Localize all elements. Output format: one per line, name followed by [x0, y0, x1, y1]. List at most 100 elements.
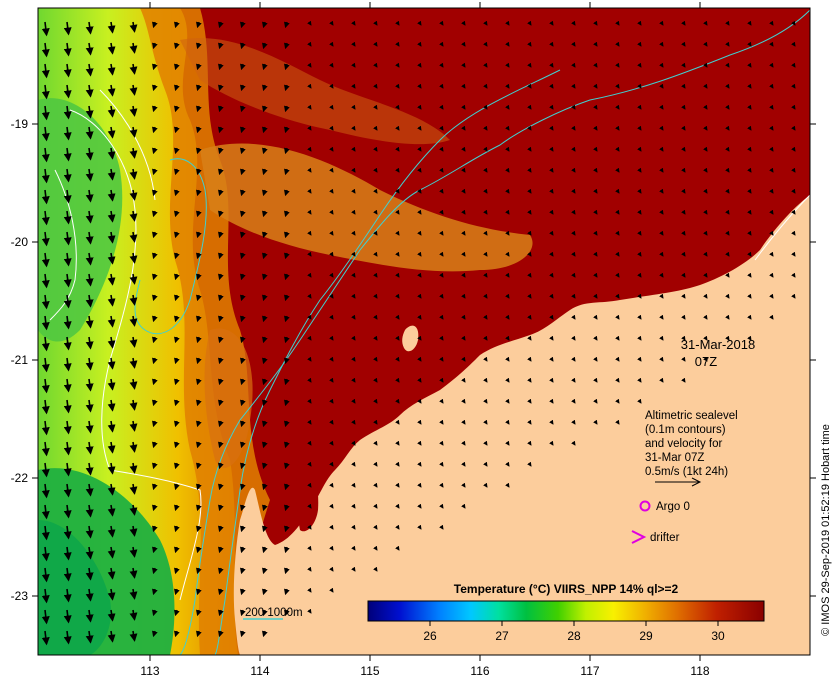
velocity-arrow: [461, 62, 466, 68]
velocity-arrow: [549, 230, 554, 236]
velocity-arrow: [284, 588, 290, 596]
velocity-arrow: [262, 399, 268, 407]
velocity-arrow: [174, 546, 180, 554]
velocity-arrow: [218, 399, 224, 407]
velocity-arrow: [63, 420, 72, 435]
velocity-arrow: [505, 398, 510, 404]
velocity-arrow: [85, 525, 94, 539]
velocity-arrow: [284, 504, 290, 512]
velocity-arrow: [218, 147, 224, 155]
velocity-arrow: [417, 188, 422, 194]
velocity-arrow: [240, 252, 246, 260]
velocity-arrow: [395, 167, 400, 173]
velocity-arrow: [218, 609, 224, 617]
velocity-arrow: [505, 62, 510, 68]
velocity-arrow: [174, 609, 180, 617]
velocity-arrow: [307, 482, 312, 488]
velocity-arrow: [439, 503, 444, 509]
velocity-arrow: [395, 209, 400, 215]
velocity-arrow: [218, 441, 224, 449]
velocity-arrow: [461, 167, 466, 173]
velocity-arrow: [549, 146, 554, 152]
velocity-arrow: [196, 609, 202, 617]
velocity-arrow: [152, 462, 158, 470]
velocity-arrow: [284, 462, 290, 470]
velocity-arrow: [107, 252, 116, 265]
velocity-arrow: [85, 126, 94, 140]
velocity-arrow: [262, 63, 268, 71]
velocity-arrow: [571, 41, 576, 47]
velocity-arrow: [174, 630, 180, 638]
velocity-arrow: [174, 147, 180, 155]
velocity-arrow: [41, 441, 50, 457]
velocity-arrow: [262, 42, 268, 50]
velocity-arrow: [63, 252, 72, 267]
velocity-arrow: [505, 251, 510, 257]
velocity-arrow: [593, 272, 598, 278]
velocity-arrow: [395, 314, 400, 320]
velocity-arrow: [527, 398, 532, 404]
velocity-arrow: [63, 273, 72, 288]
velocity-arrow: [174, 84, 180, 92]
velocity-arrow: [307, 146, 312, 152]
velocity-arrow: [307, 419, 312, 425]
velocity-arrow: [262, 357, 268, 365]
velocity-arrow: [129, 567, 138, 579]
velocity-arrow: [329, 461, 334, 467]
velocity-arrow: [461, 440, 466, 446]
velocity-arrow: [196, 231, 202, 239]
velocity-arrow: [107, 609, 116, 622]
velocity-arrow: [174, 294, 180, 302]
velocity-arrow: [703, 188, 708, 194]
velocity-arrow: [129, 630, 138, 642]
velocity-arrow: [152, 315, 158, 323]
velocity-arrow: [725, 146, 730, 152]
contour-line: [754, 194, 810, 261]
velocity-arrow: [681, 335, 686, 341]
velocity-arrow: [395, 188, 400, 194]
velocity-arrow: [218, 42, 224, 50]
velocity-arrow: [85, 483, 94, 497]
velocity-arrow: [129, 189, 138, 201]
velocity-arrow: [240, 168, 246, 176]
velocity-arrow: [505, 314, 510, 320]
velocity-arrow: [107, 483, 116, 496]
velocity-arrow: [41, 357, 50, 373]
velocity-arrow: [395, 83, 400, 89]
velocity-arrow: [417, 524, 422, 530]
velocity-arrow: [307, 440, 312, 446]
velocity-arrow: [351, 398, 356, 404]
velocity-arrow: [725, 125, 730, 131]
velocity-arrow: [329, 566, 334, 572]
velocity-arrow: [240, 378, 246, 386]
velocity-arrow: [107, 378, 116, 391]
velocity-arrow: [284, 126, 290, 134]
velocity-arrow: [747, 146, 752, 152]
velocity-arrow: [85, 315, 94, 329]
velocity-arrow: [240, 210, 246, 218]
velocity-arrow: [527, 356, 532, 362]
velocity-arrow: [571, 251, 576, 257]
velocity-arrow: [284, 294, 290, 302]
velocity-arrow: [174, 336, 180, 344]
velocity-arrow: [63, 336, 72, 351]
velocity-arrow: [329, 272, 334, 278]
velocity-arrow: [41, 294, 50, 310]
velocity-arrow: [240, 630, 246, 638]
velocity-arrow: [218, 294, 224, 302]
timestamp-time: 07Z: [695, 354, 717, 369]
velocity-arrow: [703, 251, 708, 257]
velocity-arrow: [769, 272, 774, 278]
velocity-arrow: [505, 167, 510, 173]
velocity-arrow: [129, 210, 138, 222]
velocity-arrow: [129, 336, 138, 348]
velocity-arrow: [461, 314, 466, 320]
velocity-arrow: [769, 209, 774, 215]
velocity-arrow: [174, 273, 180, 281]
velocity-arrow: [417, 41, 422, 47]
velocity-arrow: [41, 567, 50, 583]
velocity-arrow: [307, 524, 312, 530]
velocity-arrow: [351, 293, 356, 299]
velocity-arrow: [284, 378, 290, 386]
velocity-arrow: [461, 209, 466, 215]
